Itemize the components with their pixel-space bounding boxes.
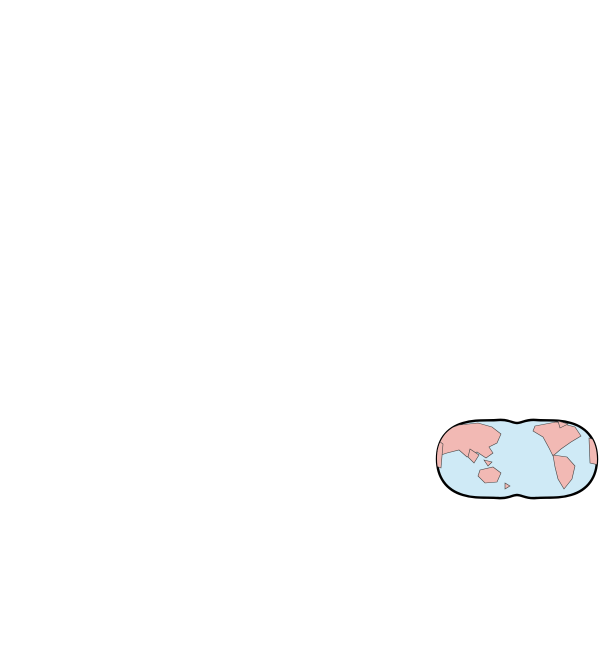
date-info-row — [432, 348, 439, 363]
location-info-row — [432, 333, 439, 348]
profile-info-row — [432, 318, 439, 333]
float-info-row — [432, 303, 439, 318]
world-map — [435, 418, 599, 500]
map-landmasses — [437, 420, 597, 490]
